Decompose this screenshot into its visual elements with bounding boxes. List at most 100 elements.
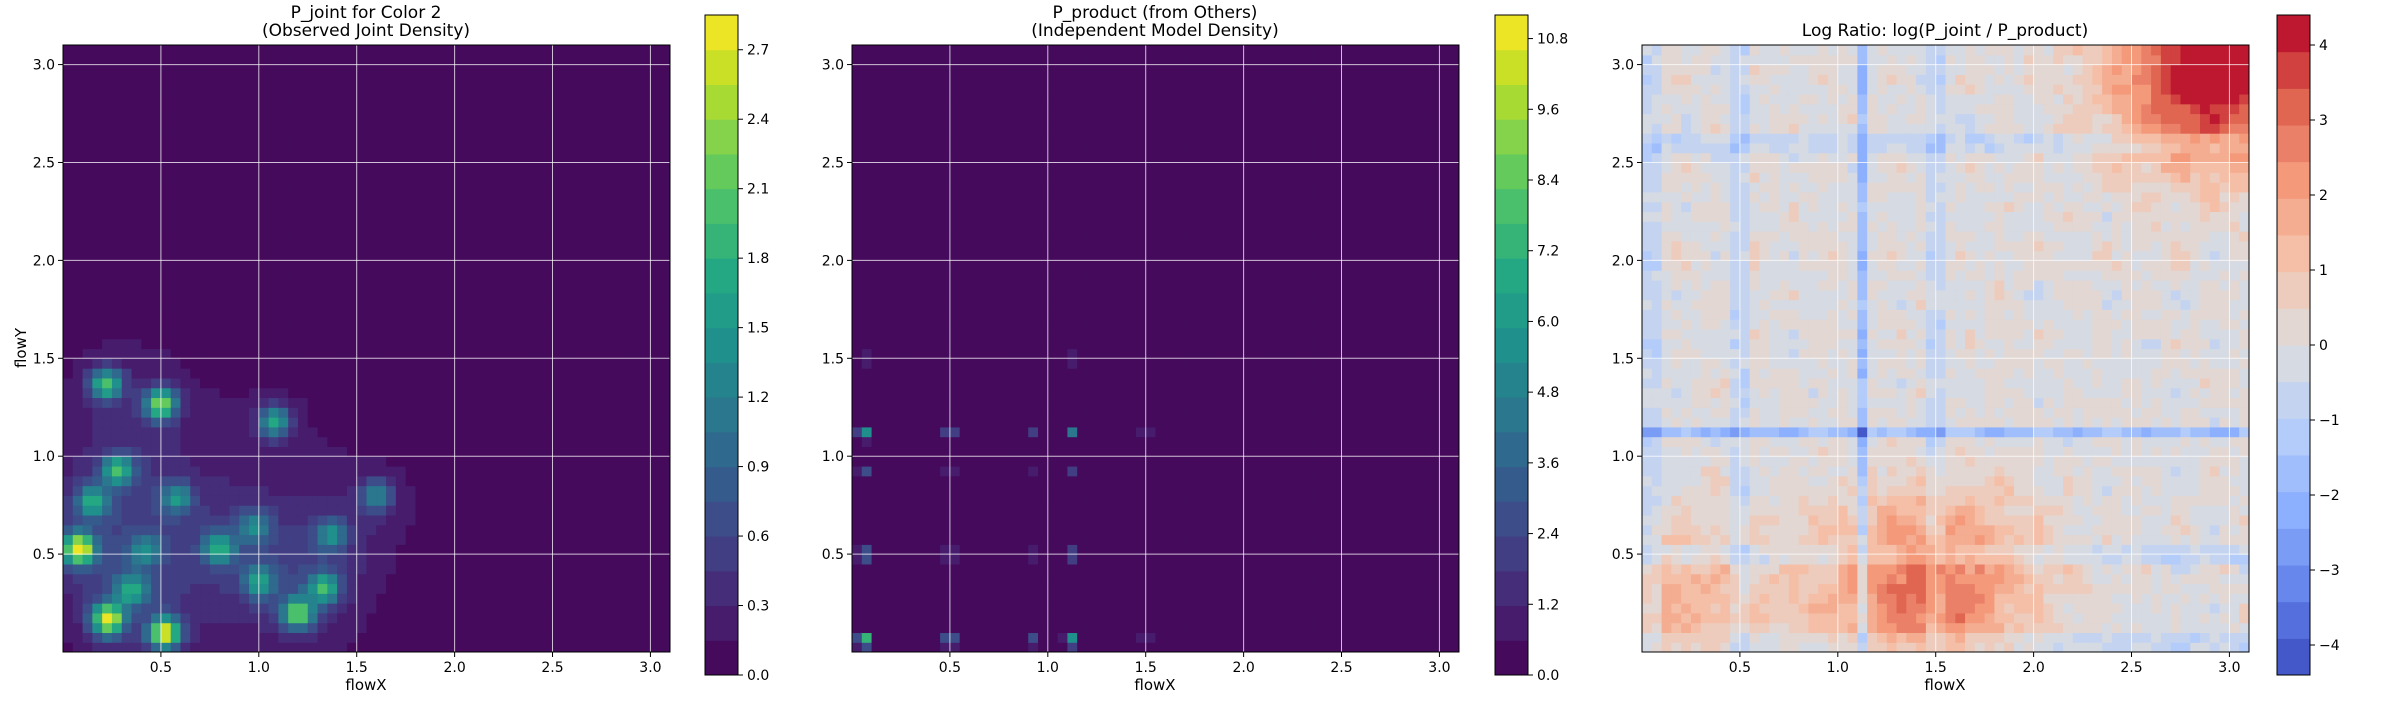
heatmap-cell [367, 544, 377, 554]
heatmap-cell [533, 437, 543, 447]
heatmap-cell [367, 515, 377, 525]
heatmap-cell [960, 192, 970, 202]
heatmap-cell [367, 65, 377, 75]
heatmap-cell [921, 642, 931, 652]
heatmap-cell [533, 613, 543, 623]
heatmap-cell [523, 603, 533, 613]
heatmap-cell [1009, 94, 1019, 104]
heatmap-cell [406, 94, 416, 104]
heatmap-cell [960, 554, 970, 564]
heatmap-cell [210, 94, 220, 104]
heatmap-cell [239, 202, 249, 212]
heatmap-cell [872, 505, 882, 515]
heatmap-cell [960, 603, 970, 613]
heatmap-cell [171, 309, 181, 319]
heatmap-cell [872, 456, 882, 466]
heatmap-cell [1009, 535, 1019, 545]
heatmap-cell [862, 270, 872, 280]
heatmap-cell [523, 574, 533, 584]
heatmap-cell [901, 329, 911, 339]
heatmap-cell [171, 290, 181, 300]
heatmap-cell [464, 221, 474, 231]
heatmap-cell [415, 495, 425, 505]
heatmap-cell [445, 55, 455, 65]
heatmap-cell [445, 143, 455, 153]
heatmap-cell [582, 515, 592, 525]
heatmap-cell [298, 55, 308, 65]
heatmap-cell [83, 632, 93, 642]
heatmap-cell [999, 241, 1009, 251]
heatmap-cell [969, 642, 979, 652]
heatmap-cell [288, 94, 298, 104]
heatmap-cell [911, 417, 921, 427]
heatmap-cell [601, 202, 611, 212]
heatmap-cell [318, 349, 328, 359]
heatmap-cell [979, 74, 989, 84]
heatmap-cell [200, 632, 210, 642]
heatmap-cell [1018, 564, 1028, 574]
heatmap-cell [553, 574, 563, 584]
heatmap-cell [190, 349, 200, 359]
heatmap-cell [406, 202, 416, 212]
heatmap-cell [989, 486, 999, 496]
heatmap-cell [112, 270, 122, 280]
heatmap-cell [660, 231, 670, 241]
heatmap-cell [930, 358, 940, 368]
heatmap-cell [112, 358, 122, 368]
heatmap-cell [425, 407, 435, 417]
heatmap-cell [200, 74, 210, 84]
heatmap-cell [200, 143, 210, 153]
heatmap-cell [210, 192, 220, 202]
heatmap-cell [190, 241, 200, 251]
heatmap-cell [979, 182, 989, 192]
heatmap-cell [396, 309, 406, 319]
heatmap-cell [474, 143, 484, 153]
heatmap-cell [357, 182, 367, 192]
heatmap-cell [347, 172, 357, 182]
heatmap-cell [357, 603, 367, 613]
heatmap-cell [921, 349, 931, 359]
heatmap-cell [318, 309, 328, 319]
heatmap-cell [73, 55, 83, 65]
panel-2-title-line2: (Independent Model Density) [1031, 21, 1279, 41]
heatmap-cell [396, 251, 406, 261]
heatmap-cell [337, 231, 347, 241]
heatmap-cell [631, 290, 641, 300]
heatmap-cell [881, 143, 891, 153]
heatmap-cell [1009, 378, 1019, 388]
heatmap-cell [911, 495, 921, 505]
heatmap-cell [474, 251, 484, 261]
heatmap-cell [171, 603, 181, 613]
heatmap-cell [151, 319, 161, 329]
heatmap-cell [161, 143, 171, 153]
heatmap-cell [484, 456, 494, 466]
heatmap-cell [464, 388, 474, 398]
heatmap-cell [229, 319, 239, 329]
heatmap-cell [999, 476, 1009, 486]
heatmap-cell [950, 114, 960, 124]
heatmap-cell [83, 642, 93, 652]
heatmap-cell [862, 221, 872, 231]
heatmap-cell [288, 319, 298, 329]
heatmap-cell [171, 642, 181, 652]
heatmap-cell [601, 642, 611, 652]
heatmap-cell [376, 466, 386, 476]
heatmap-cell [533, 153, 543, 163]
heatmap-cell [73, 476, 83, 486]
heatmap-cell [572, 94, 582, 104]
heatmap-cell [641, 349, 651, 359]
heatmap-cell [464, 192, 474, 202]
heatmap-cell [940, 143, 950, 153]
heatmap-cell [562, 544, 572, 554]
heatmap-cell [200, 583, 210, 593]
heatmap-cell [601, 613, 611, 623]
heatmap-cell [543, 94, 553, 104]
heatmap-cell [891, 358, 901, 368]
heatmap-cell [611, 162, 621, 172]
heatmap-cell [641, 172, 651, 182]
heatmap-cell [415, 603, 425, 613]
heatmap-cell [455, 211, 465, 221]
heatmap-cell [930, 162, 940, 172]
heatmap-cell [852, 84, 862, 94]
heatmap-cell [989, 603, 999, 613]
